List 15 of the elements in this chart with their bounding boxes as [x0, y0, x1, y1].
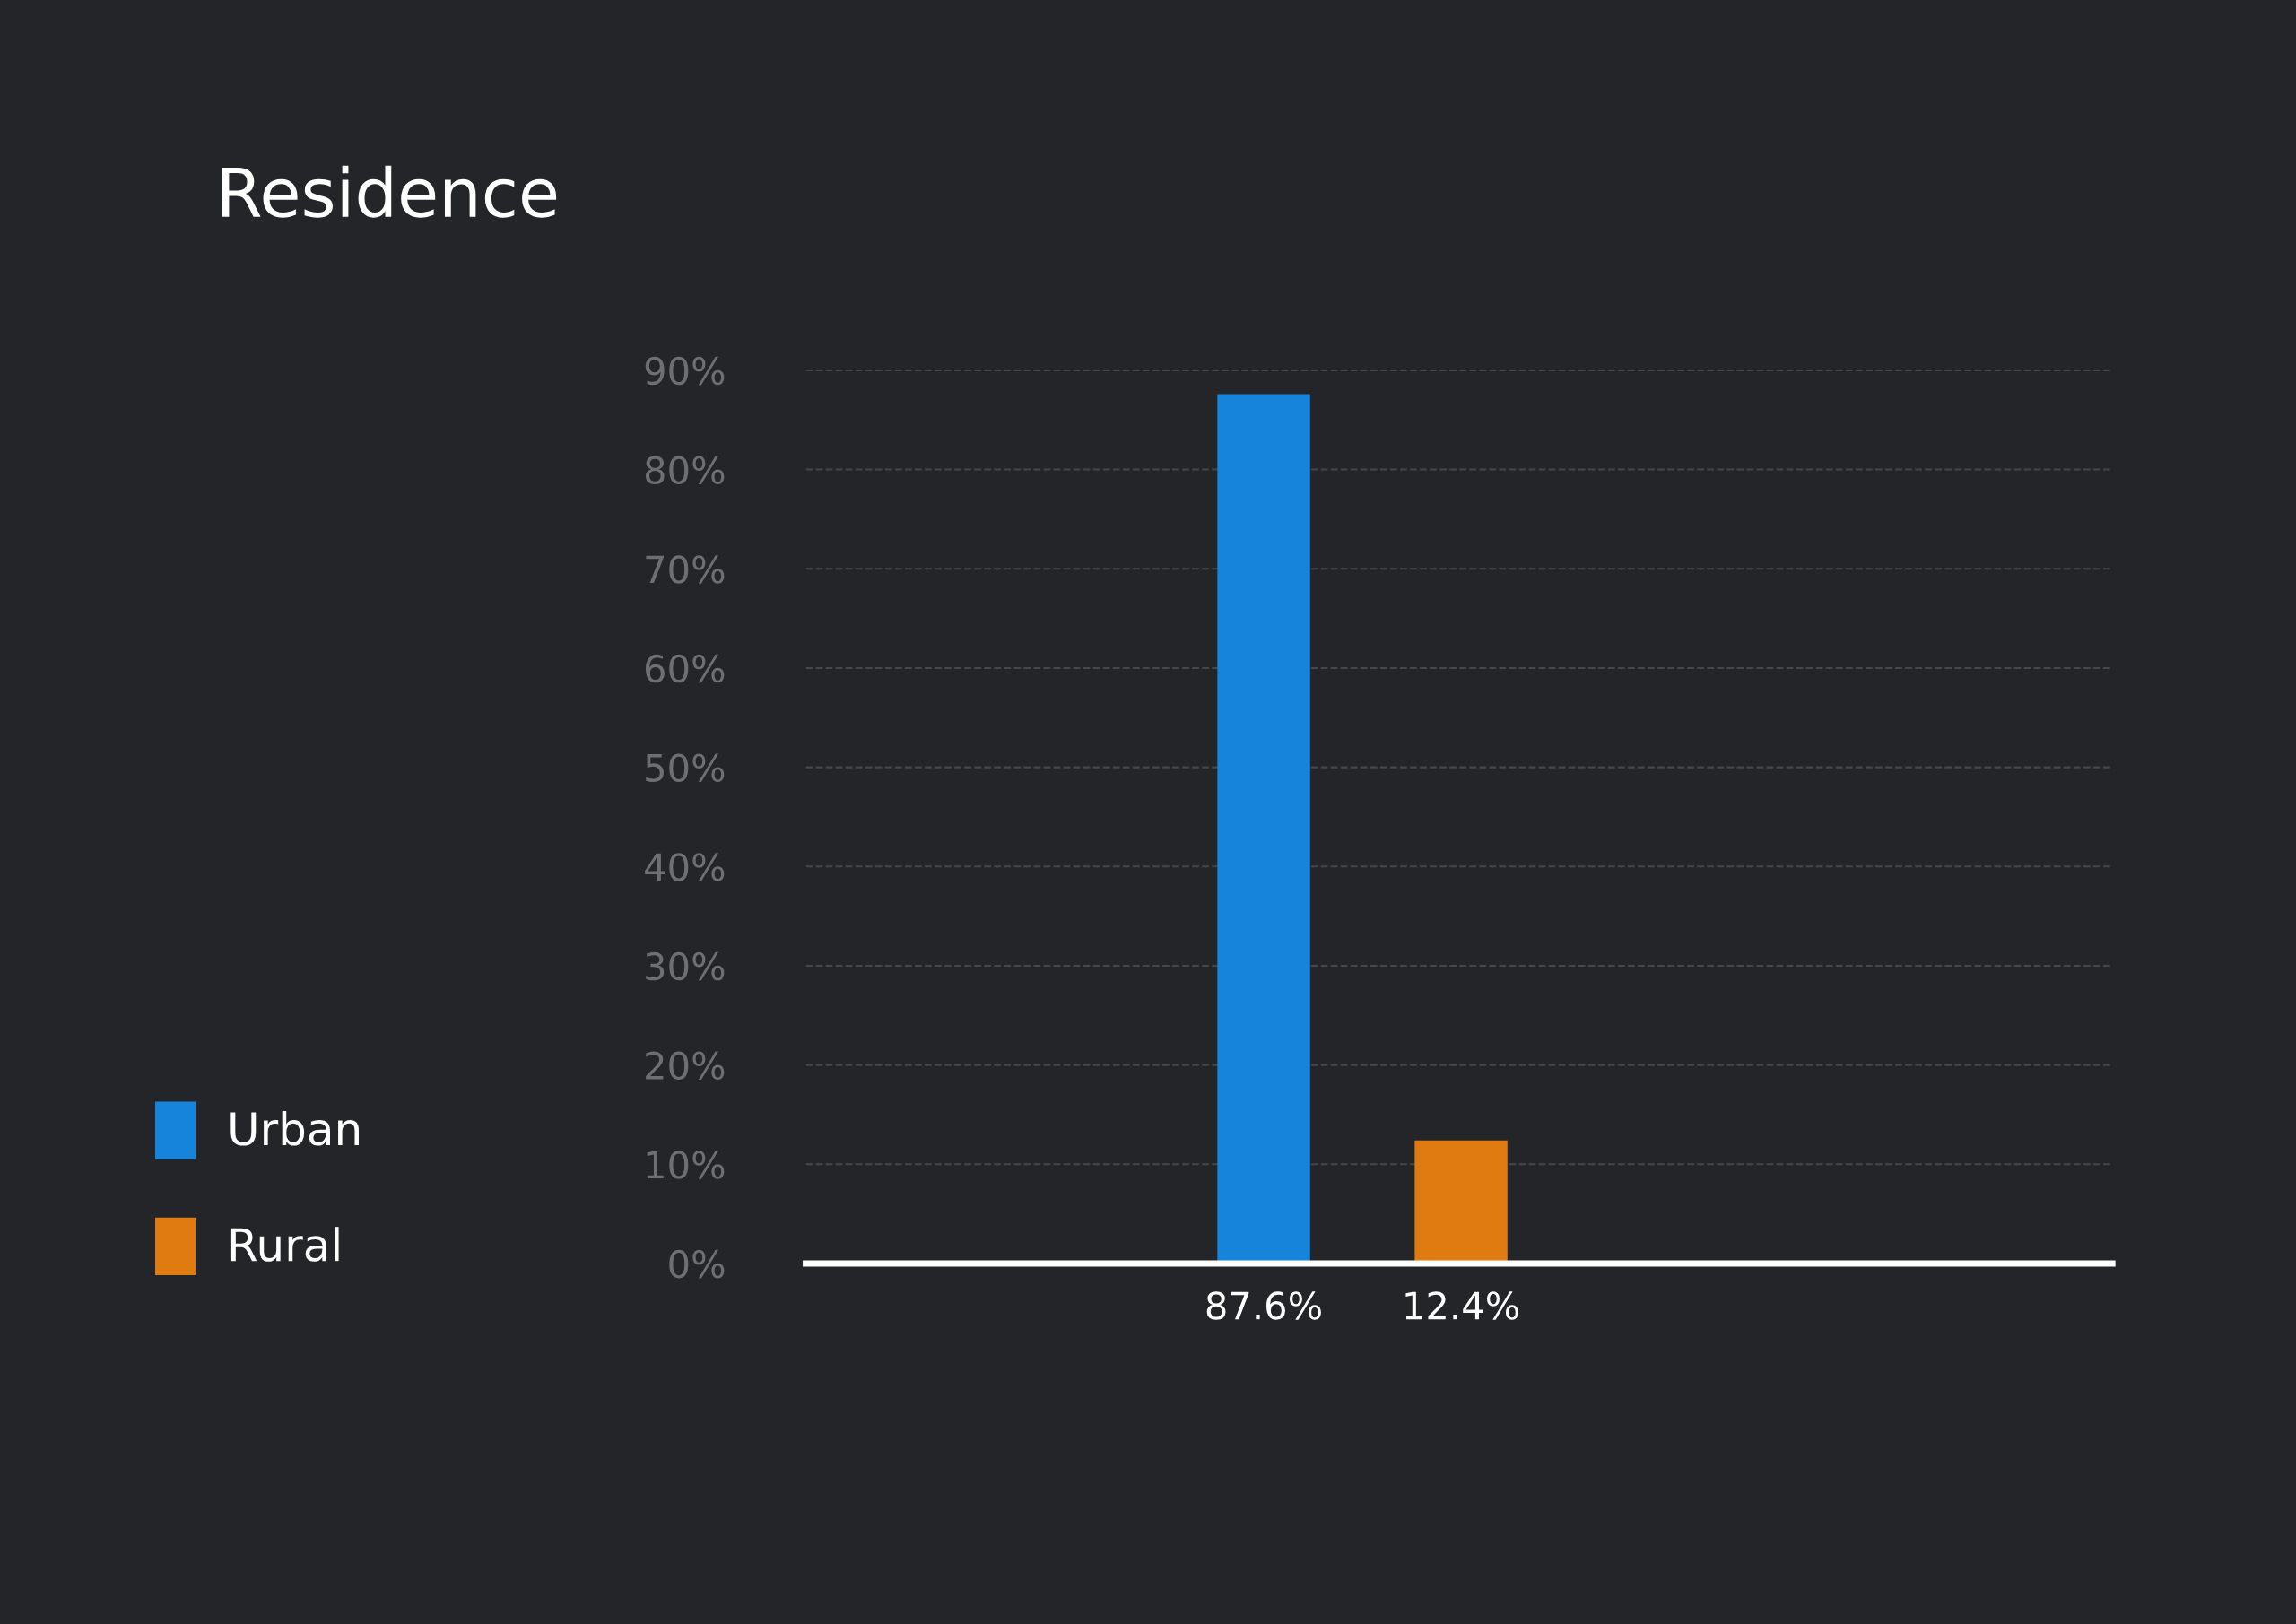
legend-label: Rural [230, 1227, 339, 1262]
text: 87.6% [1206, 1291, 1321, 1320]
chart-title: Residence [222, 165, 557, 218]
text: 12.4% [1405, 1291, 1518, 1320]
y-tick-label: 60% [645, 654, 725, 683]
y-tick-label: 80% [645, 456, 725, 484]
y-tick-label: 10% [647, 1151, 725, 1179]
y-tick-label: 90% [645, 356, 725, 386]
y-tick-label: 70% [646, 555, 725, 584]
y-tick-label: 50% [646, 753, 725, 783]
y-tick-label: 40% [645, 853, 725, 881]
y-tick-label: 0% [669, 1249, 725, 1279]
y-tick-label: 30% [646, 951, 725, 981]
legend-label: Urban [230, 1110, 359, 1146]
y-tick-label: 20% [646, 1051, 725, 1081]
